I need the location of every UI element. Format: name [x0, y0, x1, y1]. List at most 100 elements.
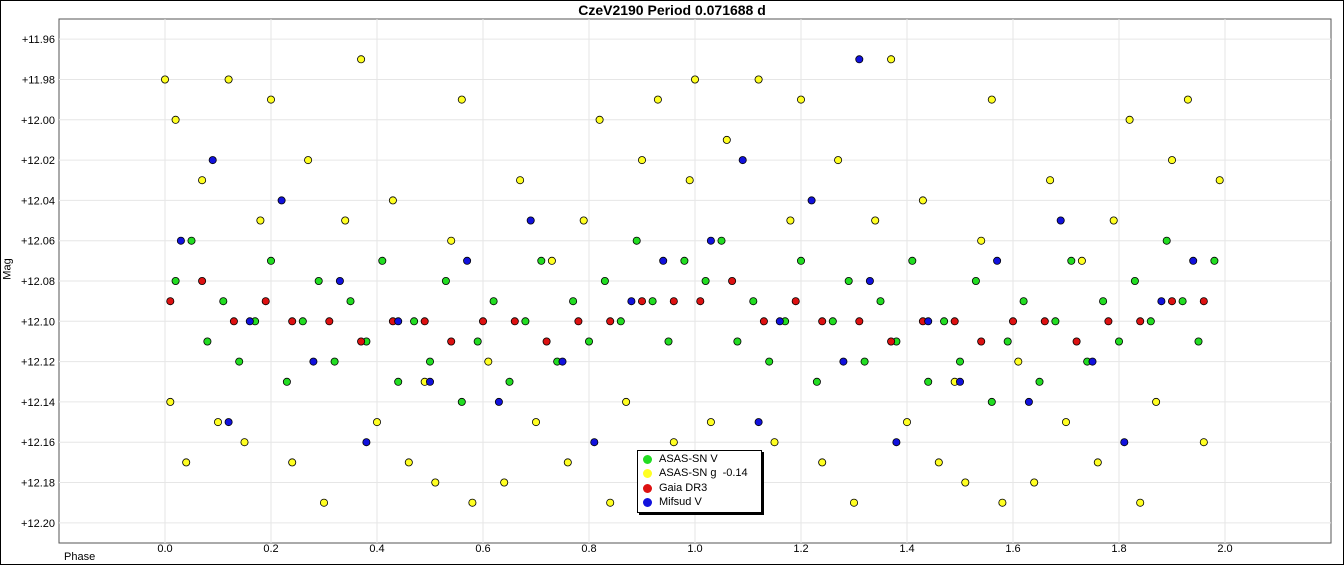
data-point — [1125, 115, 1134, 124]
data-point — [431, 478, 440, 487]
legend-label: ASAS-SN g -0.14 — [659, 467, 748, 479]
data-point — [388, 196, 397, 205]
data-point — [871, 216, 880, 225]
data-point — [659, 256, 668, 265]
data-point — [298, 317, 307, 326]
data-point — [166, 297, 175, 306]
legend: ASAS-SN V ASAS-SN g -0.14 Gaia DR3 Mifsu… — [637, 450, 762, 513]
data-point — [987, 95, 996, 104]
data-point — [1194, 337, 1203, 346]
x-tick-label: 1.6 — [1005, 543, 1020, 555]
data-point — [489, 297, 498, 306]
data-point — [1189, 256, 1198, 265]
data-point — [887, 337, 896, 346]
data-point — [394, 377, 403, 386]
data-point — [563, 458, 572, 467]
data-point — [219, 297, 228, 306]
data-point — [961, 478, 970, 487]
x-tick-label: 0.8 — [581, 543, 596, 555]
data-point — [1072, 337, 1081, 346]
data-point — [166, 397, 175, 406]
data-point — [924, 317, 933, 326]
data-point — [198, 276, 207, 285]
data-point — [1009, 317, 1018, 326]
data-point — [256, 216, 265, 225]
data-point — [606, 498, 615, 507]
chart-title: CzeV2190 Period 0.071688 d — [578, 2, 766, 18]
data-point — [346, 297, 355, 306]
data-point — [447, 337, 456, 346]
x-tick-label: 0.0 — [157, 543, 172, 555]
data-point — [542, 337, 551, 346]
data-point — [717, 236, 726, 245]
data-point — [240, 438, 249, 447]
data-point — [558, 357, 567, 366]
data-point — [738, 156, 747, 165]
x-axis-label: Phase — [64, 551, 96, 563]
data-point — [245, 317, 254, 326]
data-point — [622, 397, 631, 406]
data-point — [1183, 95, 1192, 104]
data-point — [441, 276, 450, 285]
data-point — [807, 196, 816, 205]
data-point — [940, 317, 949, 326]
data-point — [669, 438, 678, 447]
data-point — [754, 75, 763, 84]
data-point — [420, 317, 429, 326]
y-tick-label: +11.98 — [22, 74, 55, 86]
data-point — [537, 256, 546, 265]
data-point — [203, 337, 212, 346]
data-point — [701, 276, 710, 285]
y-tick-label: +12.18 — [21, 478, 55, 490]
data-point — [319, 498, 328, 507]
data-point — [1093, 458, 1102, 467]
data-point — [770, 438, 779, 447]
data-point — [754, 418, 763, 427]
data-point — [627, 297, 636, 306]
data-point — [956, 357, 965, 366]
data-point — [685, 176, 694, 185]
data-point — [860, 357, 869, 366]
data-point — [288, 458, 297, 467]
data-point — [484, 357, 493, 366]
x-tick-label: 0.4 — [369, 543, 384, 555]
data-point — [1051, 317, 1060, 326]
data-point — [696, 297, 705, 306]
data-point — [653, 95, 662, 104]
data-point — [335, 276, 344, 285]
data-point — [828, 317, 837, 326]
data-point — [971, 276, 980, 285]
data-point — [876, 297, 885, 306]
data-point — [818, 458, 827, 467]
data-point — [1056, 216, 1065, 225]
data-point — [463, 256, 472, 265]
data-point — [908, 256, 917, 265]
data-point — [288, 317, 297, 326]
data-point — [425, 357, 434, 366]
data-point — [1130, 276, 1139, 285]
x-tick-label: 1.4 — [899, 543, 914, 555]
data-point — [277, 196, 286, 205]
data-point — [1035, 377, 1044, 386]
data-point — [733, 337, 742, 346]
data-point — [855, 55, 864, 64]
y-tick-label: +12.16 — [21, 437, 55, 449]
data-point — [182, 458, 191, 467]
data-point — [1199, 438, 1208, 447]
x-tick-label: 1.8 — [1111, 543, 1126, 555]
data-point — [1046, 176, 1055, 185]
data-point — [261, 297, 270, 306]
legend-item: ASAS-SN V — [643, 452, 718, 466]
data-point — [865, 276, 874, 285]
legend-label: ASAS-SN V — [659, 453, 718, 465]
data-point — [494, 397, 503, 406]
data-point — [680, 256, 689, 265]
data-point — [1067, 256, 1076, 265]
data-point — [1146, 317, 1155, 326]
data-point — [632, 236, 641, 245]
data-point — [600, 276, 609, 285]
legend-item: Mifsud V — [643, 495, 702, 509]
data-point — [579, 216, 588, 225]
data-point — [993, 256, 1002, 265]
